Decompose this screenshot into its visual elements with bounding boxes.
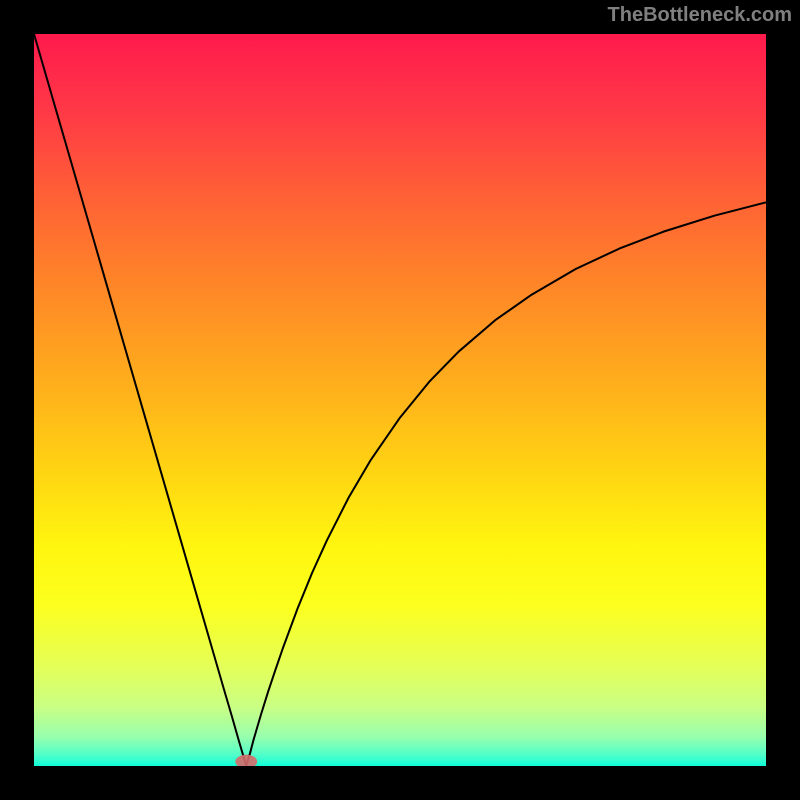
plot-svg bbox=[34, 34, 766, 766]
watermark-text: TheBottleneck.com bbox=[608, 4, 792, 27]
plot-background bbox=[34, 34, 766, 766]
chart-frame: TheBottleneck.com bbox=[0, 0, 800, 800]
